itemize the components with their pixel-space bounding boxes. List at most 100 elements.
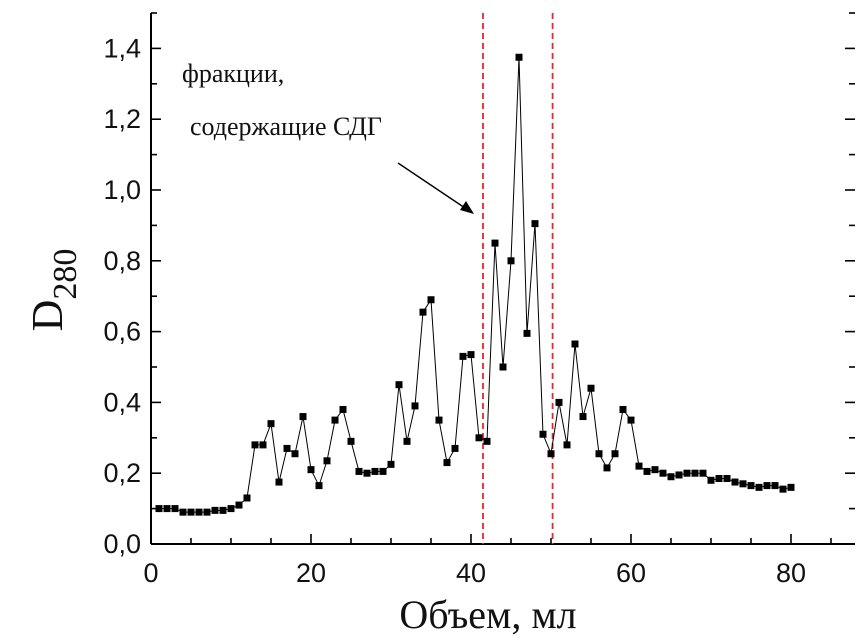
data-point-marker bbox=[211, 506, 219, 514]
data-point-marker bbox=[507, 257, 515, 265]
y-tick-label: 1,2 bbox=[103, 104, 141, 134]
data-point-marker bbox=[539, 430, 547, 438]
data-point-marker bbox=[443, 459, 451, 467]
data-point-marker bbox=[691, 469, 699, 477]
data-point-marker bbox=[347, 437, 355, 445]
x-tick-label: 0 bbox=[143, 558, 158, 588]
data-point-marker bbox=[547, 450, 555, 458]
data-point-marker bbox=[355, 467, 363, 475]
data-point-marker bbox=[267, 420, 275, 428]
data-point-marker bbox=[467, 351, 475, 359]
data-point-marker bbox=[299, 413, 307, 421]
y-tick-label: 0,2 bbox=[103, 458, 141, 488]
data-point-marker bbox=[555, 398, 563, 406]
data-point-marker bbox=[523, 329, 531, 337]
data-point-marker bbox=[699, 469, 707, 477]
annotation-line-1: фракции, bbox=[182, 59, 284, 88]
data-point-marker bbox=[243, 494, 251, 502]
data-point-marker bbox=[643, 467, 651, 475]
data-point-marker bbox=[403, 437, 411, 445]
data-point-marker bbox=[515, 53, 523, 61]
data-point-marker bbox=[771, 482, 779, 490]
data-point-marker bbox=[307, 466, 315, 474]
data-point-marker bbox=[499, 363, 507, 371]
data-point-marker bbox=[291, 450, 299, 458]
data-point-marker bbox=[227, 505, 235, 513]
data-point-marker bbox=[179, 508, 187, 516]
plot-frame-group bbox=[150, 13, 855, 545]
x-tick-label: 60 bbox=[616, 558, 646, 588]
data-point-marker bbox=[635, 462, 643, 470]
data-point-marker bbox=[395, 381, 403, 389]
data-point-marker bbox=[451, 444, 459, 452]
data-point-marker bbox=[339, 405, 347, 413]
data-point-marker bbox=[235, 501, 243, 509]
annotation-arrow-line bbox=[397, 162, 469, 211]
data-point-marker bbox=[435, 416, 443, 424]
data-point-marker bbox=[283, 444, 291, 452]
y-tick-label: 1,4 bbox=[103, 33, 141, 63]
data-point-marker bbox=[763, 482, 771, 490]
data-point-marker bbox=[275, 478, 283, 486]
y-tick-label: 1,0 bbox=[103, 175, 141, 205]
data-point-marker bbox=[787, 483, 795, 491]
data-point-marker bbox=[427, 296, 435, 304]
data-point-marker bbox=[411, 402, 419, 410]
data-point-marker bbox=[571, 340, 579, 348]
data-point-marker bbox=[163, 505, 171, 513]
data-point-marker bbox=[251, 441, 259, 449]
data-point-marker bbox=[579, 413, 587, 421]
data-point-marker bbox=[723, 475, 731, 483]
data-point-marker bbox=[363, 469, 371, 477]
y-tick-label: 0,8 bbox=[103, 246, 141, 276]
x-tick-label: 20 bbox=[296, 558, 326, 588]
data-point-marker bbox=[707, 476, 715, 484]
y-axis-label-subscript: 280 bbox=[47, 249, 84, 300]
data-point-marker bbox=[419, 308, 427, 316]
series-group bbox=[155, 53, 795, 516]
data-point-marker bbox=[171, 505, 179, 513]
y-tick-label: 0,6 bbox=[103, 317, 141, 347]
y-axis-label-main: D280 bbox=[23, 249, 84, 332]
data-point-marker bbox=[387, 460, 395, 468]
axis-ticks-group: 0 20 40 60 80 0,0 0,2 0,4 0,6 0,8 1,0 1,2 1,4 bbox=[103, 12, 855, 588]
data-point-marker bbox=[203, 508, 211, 516]
data-point-marker bbox=[531, 220, 539, 228]
y-tick-label: 0,0 bbox=[103, 529, 141, 559]
data-point-marker bbox=[563, 441, 571, 449]
data-point-marker bbox=[371, 467, 379, 475]
data-point-marker bbox=[323, 457, 331, 465]
annotation-arrow-head bbox=[460, 201, 474, 214]
data-point-marker bbox=[155, 505, 163, 513]
data-point-marker bbox=[667, 473, 675, 481]
x-tick-label: 80 bbox=[776, 558, 806, 588]
data-point-marker bbox=[747, 482, 755, 490]
data-point-marker bbox=[731, 478, 739, 486]
x-axis-label: Объем, мл bbox=[399, 592, 576, 636]
y-axis-label: D280 bbox=[23, 249, 84, 332]
data-point-marker bbox=[675, 471, 683, 479]
data-point-marker bbox=[659, 469, 667, 477]
data-point-marker bbox=[379, 467, 387, 475]
annotation-group: фракции, содержащие СДГ bbox=[182, 59, 474, 214]
data-point-marker bbox=[779, 485, 787, 493]
data-point-marker bbox=[219, 506, 227, 514]
data-point-marker bbox=[603, 464, 611, 472]
data-point-marker bbox=[739, 480, 747, 488]
data-point-marker bbox=[595, 450, 603, 458]
data-point-marker bbox=[459, 352, 467, 360]
annotation-line-2: содержащие СДГ bbox=[190, 112, 382, 141]
data-point-marker bbox=[491, 239, 499, 247]
data-point-marker bbox=[587, 384, 595, 392]
y-axis-label-letter: D bbox=[23, 300, 72, 332]
data-point-marker bbox=[195, 508, 203, 516]
data-point-marker bbox=[619, 405, 627, 413]
data-point-marker bbox=[331, 416, 339, 424]
data-point-marker bbox=[259, 441, 267, 449]
data-point-marker bbox=[611, 450, 619, 458]
x-tick-label: 40 bbox=[456, 558, 486, 588]
data-point-marker bbox=[187, 508, 195, 516]
data-point-marker bbox=[651, 466, 659, 474]
